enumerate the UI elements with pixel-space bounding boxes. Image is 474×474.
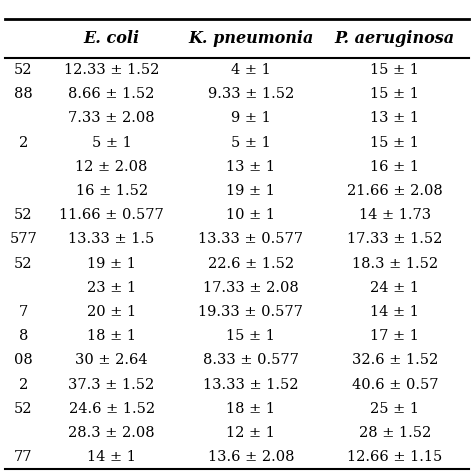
- Text: 5 ± 1: 5 ± 1: [91, 136, 131, 149]
- Text: 13.33 ± 1.5: 13.33 ± 1.5: [68, 232, 155, 246]
- Text: 23 ± 1: 23 ± 1: [87, 281, 136, 295]
- Text: 52: 52: [14, 63, 33, 77]
- Text: 52: 52: [14, 256, 33, 271]
- Text: 8.66 ± 1.52: 8.66 ± 1.52: [68, 87, 155, 101]
- Text: 13.6 ± 2.08: 13.6 ± 2.08: [208, 450, 294, 464]
- Text: 11.66 ± 0.577: 11.66 ± 0.577: [59, 208, 164, 222]
- Text: K. pneumonia: K. pneumonia: [188, 30, 314, 47]
- Text: 14 ± 1: 14 ± 1: [371, 305, 419, 319]
- Text: 12 ± 2.08: 12 ± 2.08: [75, 160, 148, 174]
- Text: 13.33 ± 1.52: 13.33 ± 1.52: [203, 378, 299, 392]
- Text: 15 ± 1: 15 ± 1: [371, 63, 419, 77]
- Text: 13 ± 1: 13 ± 1: [227, 160, 275, 174]
- Text: 2: 2: [18, 378, 28, 392]
- Text: 577: 577: [9, 232, 37, 246]
- Text: 32.6 ± 1.52: 32.6 ± 1.52: [352, 353, 438, 367]
- Text: 40.6 ± 0.57: 40.6 ± 0.57: [352, 378, 438, 392]
- Text: 30 ± 2.64: 30 ± 2.64: [75, 353, 148, 367]
- Text: 7.33 ± 2.08: 7.33 ± 2.08: [68, 111, 155, 125]
- Text: 8.33 ± 0.577: 8.33 ± 0.577: [203, 353, 299, 367]
- Text: 24.6 ± 1.52: 24.6 ± 1.52: [69, 402, 155, 416]
- Text: 17 ± 1: 17 ± 1: [371, 329, 419, 343]
- Text: 2: 2: [18, 136, 28, 149]
- Text: 16 ± 1: 16 ± 1: [371, 160, 419, 174]
- Text: 19 ± 1: 19 ± 1: [227, 184, 275, 198]
- Text: 21.66 ± 2.08: 21.66 ± 2.08: [347, 184, 443, 198]
- Text: 4 ± 1: 4 ± 1: [231, 63, 271, 77]
- Text: 77: 77: [14, 450, 33, 464]
- Text: 8: 8: [18, 329, 28, 343]
- Text: 7: 7: [18, 305, 28, 319]
- Text: 12 ± 1: 12 ± 1: [227, 426, 275, 440]
- Text: 9 ± 1: 9 ± 1: [231, 111, 271, 125]
- Text: 52: 52: [14, 402, 33, 416]
- Text: 19.33 ± 0.577: 19.33 ± 0.577: [199, 305, 303, 319]
- Text: 25 ± 1: 25 ± 1: [371, 402, 419, 416]
- Text: 16 ± 1.52: 16 ± 1.52: [75, 184, 147, 198]
- Text: E. coli: E. coli: [83, 30, 140, 47]
- Text: 14 ± 1.73: 14 ± 1.73: [359, 208, 431, 222]
- Text: 37.3 ± 1.52: 37.3 ± 1.52: [68, 378, 155, 392]
- Text: 15 ± 1: 15 ± 1: [371, 87, 419, 101]
- Text: 28.3 ± 2.08: 28.3 ± 2.08: [68, 426, 155, 440]
- Text: 14 ± 1: 14 ± 1: [87, 450, 136, 464]
- Text: 13.33 ± 0.577: 13.33 ± 0.577: [199, 232, 303, 246]
- Text: 12.66 ± 1.15: 12.66 ± 1.15: [347, 450, 443, 464]
- Text: 10 ± 1: 10 ± 1: [227, 208, 275, 222]
- Text: 18 ± 1: 18 ± 1: [227, 402, 275, 416]
- Text: 19 ± 1: 19 ± 1: [87, 256, 136, 271]
- Text: 9.33 ± 1.52: 9.33 ± 1.52: [208, 87, 294, 101]
- Text: 08: 08: [14, 353, 33, 367]
- Text: 17.33 ± 1.52: 17.33 ± 1.52: [347, 232, 443, 246]
- Text: 88: 88: [14, 87, 33, 101]
- Text: 5 ± 1: 5 ± 1: [231, 136, 271, 149]
- Text: 18 ± 1: 18 ± 1: [87, 329, 136, 343]
- Text: 22.6 ± 1.52: 22.6 ± 1.52: [208, 256, 294, 271]
- Text: 17.33 ± 2.08: 17.33 ± 2.08: [203, 281, 299, 295]
- Text: 13 ± 1: 13 ± 1: [371, 111, 419, 125]
- Text: 15 ± 1: 15 ± 1: [227, 329, 275, 343]
- Text: 24 ± 1: 24 ± 1: [371, 281, 419, 295]
- Text: 20 ± 1: 20 ± 1: [87, 305, 136, 319]
- Text: 52: 52: [14, 208, 33, 222]
- Text: 18.3 ± 1.52: 18.3 ± 1.52: [352, 256, 438, 271]
- Text: 15 ± 1: 15 ± 1: [371, 136, 419, 149]
- Text: P. aeruginosa: P. aeruginosa: [335, 30, 455, 47]
- Text: 28 ± 1.52: 28 ± 1.52: [359, 426, 431, 440]
- Text: 12.33 ± 1.52: 12.33 ± 1.52: [64, 63, 159, 77]
